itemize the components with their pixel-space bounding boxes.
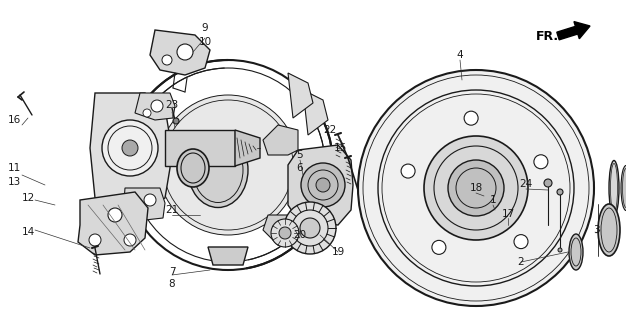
Polygon shape xyxy=(288,145,353,225)
Ellipse shape xyxy=(609,161,619,215)
Text: 23: 23 xyxy=(165,100,178,110)
Text: 1: 1 xyxy=(490,195,496,205)
Text: 15: 15 xyxy=(334,143,347,153)
Polygon shape xyxy=(303,90,328,135)
Text: 20: 20 xyxy=(294,230,307,240)
Circle shape xyxy=(132,205,142,215)
Circle shape xyxy=(162,55,172,65)
Circle shape xyxy=(124,234,136,246)
Text: 6: 6 xyxy=(297,163,304,173)
Circle shape xyxy=(358,70,594,306)
Circle shape xyxy=(173,118,179,124)
Text: 10: 10 xyxy=(198,37,212,47)
Text: 12: 12 xyxy=(21,193,34,203)
Text: 18: 18 xyxy=(470,183,483,193)
Circle shape xyxy=(143,109,151,117)
Circle shape xyxy=(316,178,330,192)
Circle shape xyxy=(284,202,336,254)
Circle shape xyxy=(300,218,320,238)
Circle shape xyxy=(108,208,122,222)
FancyArrow shape xyxy=(557,21,590,40)
Circle shape xyxy=(177,44,193,60)
Ellipse shape xyxy=(188,132,248,207)
Polygon shape xyxy=(208,247,248,265)
Circle shape xyxy=(432,240,446,254)
Text: 7: 7 xyxy=(168,267,175,277)
Circle shape xyxy=(271,219,299,247)
Circle shape xyxy=(151,100,163,112)
Text: FR.: FR. xyxy=(536,29,559,43)
Circle shape xyxy=(89,234,101,246)
Text: 4: 4 xyxy=(457,50,463,60)
Ellipse shape xyxy=(621,165,626,211)
Circle shape xyxy=(158,95,298,235)
Circle shape xyxy=(448,160,504,216)
Text: 21: 21 xyxy=(165,205,178,215)
Polygon shape xyxy=(263,215,298,245)
Ellipse shape xyxy=(177,149,209,187)
Circle shape xyxy=(534,155,548,169)
Circle shape xyxy=(144,194,156,206)
Polygon shape xyxy=(78,192,148,255)
Text: 16: 16 xyxy=(8,115,21,125)
Circle shape xyxy=(514,235,528,249)
Circle shape xyxy=(279,227,291,239)
Polygon shape xyxy=(123,188,165,220)
Circle shape xyxy=(401,164,415,178)
Text: 8: 8 xyxy=(168,279,175,289)
Circle shape xyxy=(558,248,562,252)
Circle shape xyxy=(464,111,478,125)
Circle shape xyxy=(557,189,563,195)
Ellipse shape xyxy=(569,234,583,270)
Text: 5: 5 xyxy=(297,150,304,160)
Polygon shape xyxy=(165,130,235,166)
Polygon shape xyxy=(235,130,260,166)
Polygon shape xyxy=(90,93,170,208)
Text: 2: 2 xyxy=(518,257,525,267)
Text: 19: 19 xyxy=(331,247,345,257)
Ellipse shape xyxy=(598,204,620,256)
Circle shape xyxy=(424,136,528,240)
Circle shape xyxy=(544,179,552,187)
Text: 9: 9 xyxy=(202,23,208,33)
Circle shape xyxy=(102,120,158,176)
Text: 11: 11 xyxy=(8,163,21,173)
Text: 3: 3 xyxy=(593,225,599,235)
Text: 14: 14 xyxy=(21,227,34,237)
Text: 22: 22 xyxy=(324,125,337,135)
Polygon shape xyxy=(135,93,175,120)
Polygon shape xyxy=(150,30,210,75)
Text: 17: 17 xyxy=(501,209,515,219)
Polygon shape xyxy=(263,125,298,155)
Circle shape xyxy=(122,140,138,156)
Text: 13: 13 xyxy=(8,177,21,187)
Text: 24: 24 xyxy=(520,179,533,189)
Polygon shape xyxy=(288,73,313,118)
Circle shape xyxy=(301,163,345,207)
